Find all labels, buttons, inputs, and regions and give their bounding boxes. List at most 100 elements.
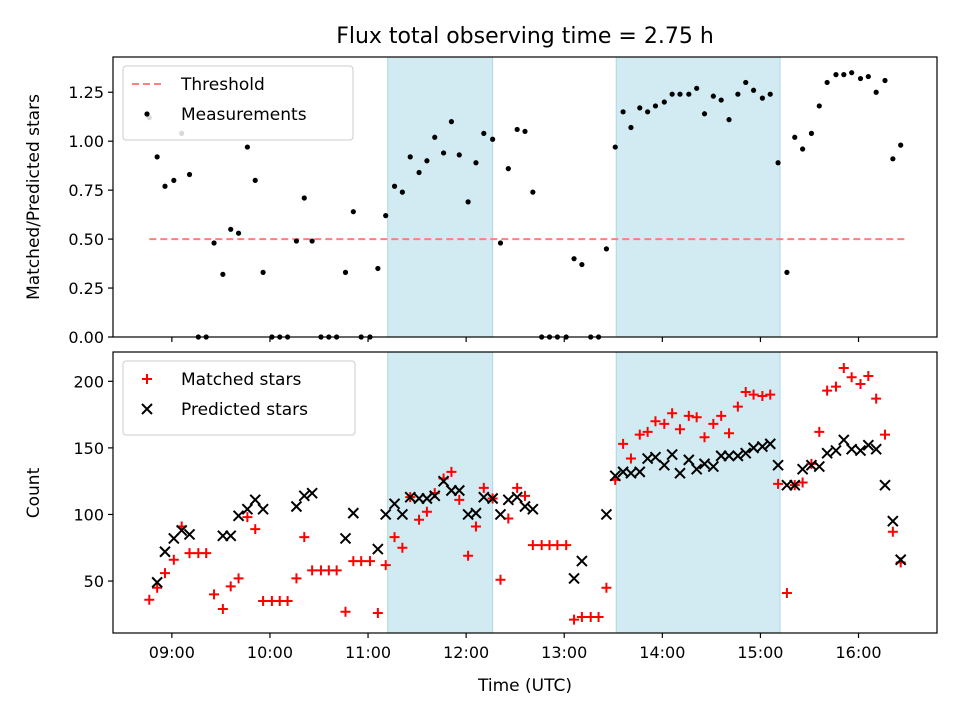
predicted-star-point xyxy=(421,492,433,505)
matched-star-point xyxy=(495,574,506,585)
top-panel: 0.00 0.25 0.50 0.75 1.00 1.25 Threshold Measure… xyxy=(68,56,938,347)
matched-star-point xyxy=(478,482,489,493)
measurement-point xyxy=(873,89,879,95)
matched-star-point xyxy=(144,594,155,605)
predicted-star-point xyxy=(894,554,907,566)
measurement-point xyxy=(505,166,511,172)
matched-star-point xyxy=(250,524,261,535)
matched-star-point xyxy=(258,596,269,607)
predicted-star-point xyxy=(862,439,875,451)
measurement-point xyxy=(694,85,700,91)
predicted-star-point xyxy=(151,576,163,589)
matched-star-point xyxy=(618,438,629,449)
axes-frame xyxy=(112,351,938,634)
matched-star-point xyxy=(667,408,678,419)
predicted-star-point xyxy=(494,508,507,521)
matched-star-point xyxy=(880,429,891,440)
measurement-point xyxy=(767,91,773,97)
matched-star-point xyxy=(724,428,735,439)
predicted-star-point xyxy=(813,460,825,473)
measurement-point xyxy=(211,240,217,246)
predicted-star-point xyxy=(887,515,899,527)
legend-matched-swatch xyxy=(142,374,152,384)
measurement-point xyxy=(424,158,430,164)
measurement-point xyxy=(669,91,675,97)
matched-star-point xyxy=(217,604,228,615)
predicted-star-point xyxy=(225,530,237,542)
measurement-point xyxy=(186,171,193,178)
measurement-point xyxy=(701,111,708,117)
predicted-star-point xyxy=(747,442,760,454)
matched-star-point xyxy=(601,582,612,593)
predicted-star-point xyxy=(732,450,744,462)
predicted-star-point xyxy=(658,459,671,471)
y-tick-label: 150 xyxy=(73,439,104,458)
matched-star-point xyxy=(365,556,376,567)
predicted-star-point xyxy=(339,532,352,545)
matched-star-point xyxy=(209,589,220,600)
predicted-star-point xyxy=(666,448,678,461)
measurement-point xyxy=(391,183,398,189)
y-tick-label: 0.50 xyxy=(68,230,104,249)
legend-box xyxy=(122,65,354,141)
bottom-panel: 50 100 150 200 09:00 10:00 11:00 12:00 13:00 14:0… xyxy=(73,351,938,662)
predicted-star-point xyxy=(854,444,867,457)
matched-star-point xyxy=(699,432,710,443)
predicted-star-point xyxy=(870,443,882,455)
predicted-star-point xyxy=(241,503,254,515)
measurement-point xyxy=(800,146,806,152)
matched-star-point xyxy=(822,385,833,396)
measurement-point xyxy=(235,230,242,236)
predicted-star-point xyxy=(298,490,310,502)
matched-star-point xyxy=(372,608,383,619)
measurement-point xyxy=(857,75,864,82)
matched-star-point xyxy=(814,426,825,437)
matched-star-point xyxy=(642,426,653,437)
predicted-star-point xyxy=(404,491,416,503)
matched-star-point xyxy=(732,401,743,412)
measurement-point xyxy=(293,238,300,244)
matched-star-point xyxy=(708,418,719,429)
matched-star-point xyxy=(242,512,253,523)
matched-star-point xyxy=(561,540,572,551)
measurement-point xyxy=(898,142,904,148)
predicted-star-point xyxy=(674,467,686,479)
matched-star-point xyxy=(765,389,776,400)
measurement-point xyxy=(407,154,413,160)
predicted-star-point xyxy=(838,434,850,446)
y-tick-label: 1.00 xyxy=(68,132,104,151)
axes-frame xyxy=(112,56,938,338)
x-tick-label: 12:00 xyxy=(443,643,489,662)
matched-star-point xyxy=(454,494,465,505)
matched-star-point xyxy=(634,429,645,440)
y-tick-label: 50 xyxy=(84,572,104,591)
measurement-point xyxy=(522,128,528,135)
predicted-star-point xyxy=(486,492,499,505)
predicted-star-point xyxy=(429,490,441,502)
matched-star-point xyxy=(716,410,727,421)
predicted-star-point xyxy=(183,528,196,541)
legend-label: Threshold xyxy=(180,75,265,95)
measurement-point xyxy=(448,119,455,125)
predicted-star-point xyxy=(478,491,490,503)
measurement-point xyxy=(865,73,871,80)
measurement-point xyxy=(775,160,781,166)
matched-star-point xyxy=(576,612,587,623)
predicted-star-point xyxy=(764,438,776,450)
matched-star-point xyxy=(201,548,212,559)
y-tick-label: 0.25 xyxy=(68,279,104,298)
predicted-star-point xyxy=(649,451,662,463)
matched-star-point xyxy=(846,372,857,383)
measurement-point xyxy=(244,144,250,150)
matched-star-point xyxy=(855,378,866,389)
measurement-point xyxy=(309,238,315,244)
matched-star-point xyxy=(552,540,563,551)
chart-title: Flux total observing time = 2.75 h xyxy=(336,24,714,49)
measurement-point xyxy=(620,109,626,115)
predicted-star-point xyxy=(290,500,303,513)
measurement-point xyxy=(301,195,307,201)
y-tick-label: 200 xyxy=(73,372,104,391)
matched-star-point xyxy=(152,582,163,593)
x-tick-label: 10:00 xyxy=(247,643,293,662)
measurement-point xyxy=(497,240,504,246)
